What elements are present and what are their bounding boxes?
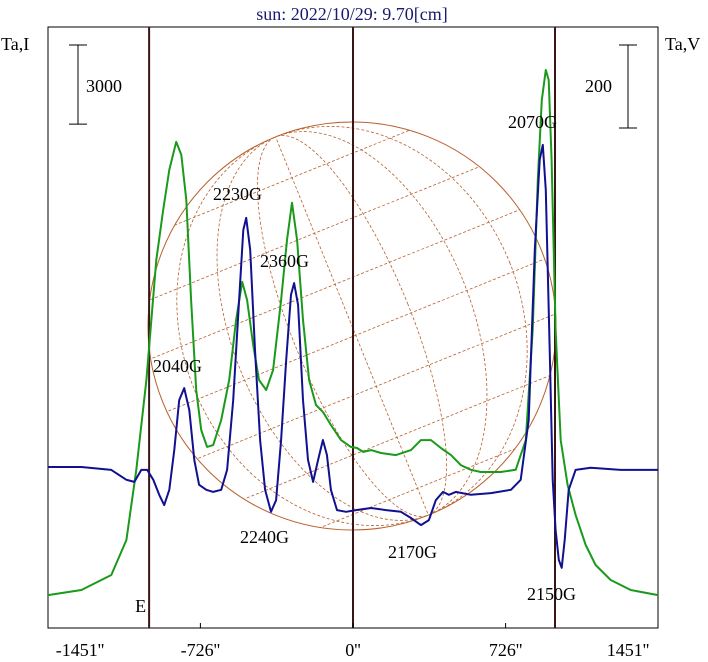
annotation: 2240G [240, 527, 289, 547]
series-line [48, 143, 658, 569]
annotation: 2230G [213, 184, 262, 204]
y-axis-label: Ta,I [1, 34, 29, 54]
limb-label: E [135, 596, 146, 616]
scale-bar-label: 3000 [86, 76, 122, 96]
annotation: 2070G [508, 112, 557, 132]
x-tick-label: 0'' [345, 640, 361, 660]
x-tick-label: -726'' [181, 640, 220, 660]
series-line [47, 69, 659, 597]
annotation: 2150G [527, 584, 576, 604]
annotation: 2360G [260, 251, 309, 271]
x-tick-label: 1451'' [607, 640, 650, 660]
chart-title: sun: 2022/10/29: 9.70[cm] [256, 4, 448, 24]
y2-axis-label: Ta,V [665, 34, 700, 54]
x-tick-label: 726'' [489, 640, 523, 660]
annotation: 2170G [388, 542, 437, 562]
annotation: 2040G [153, 356, 202, 376]
x-tick-label: -1451'' [56, 640, 104, 660]
scale-bar-label: 200 [585, 76, 612, 96]
